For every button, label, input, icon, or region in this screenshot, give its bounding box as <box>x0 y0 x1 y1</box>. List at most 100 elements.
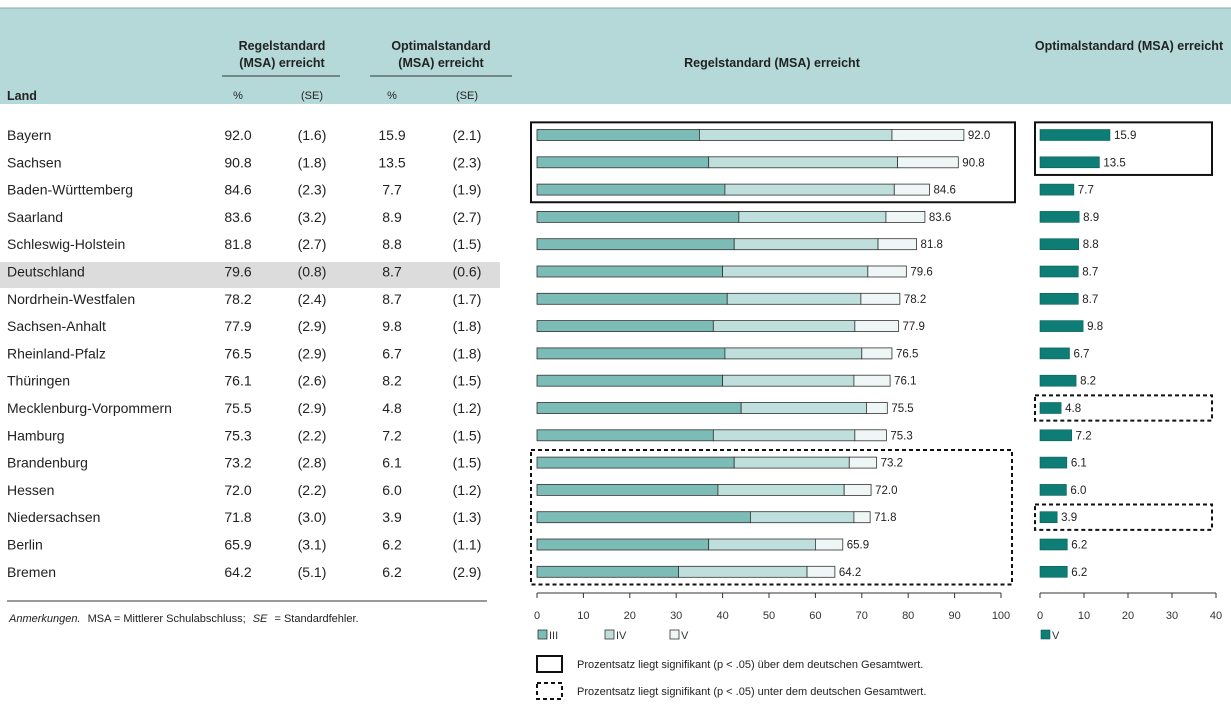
bar-segment-v <box>877 238 917 251</box>
bar-optimal-label: 13.5 <box>1103 157 1125 169</box>
bar-segment-iii <box>536 320 714 333</box>
bar-segment-iii <box>536 374 724 387</box>
bar-optimal-label: 9.8 <box>1087 321 1103 333</box>
bar-segment-iii <box>536 402 742 414</box>
bar-total-label: 83.6 <box>929 212 951 224</box>
cell-regel-se: (2.6) <box>298 373 327 389</box>
cell-land: Nordrhein-Westfalen <box>7 291 135 307</box>
bar-segment-iii <box>536 456 735 469</box>
chart2-title-line1: Optimalstandard (MSA) erreicht <box>1035 39 1224 53</box>
bar-segment-v <box>867 265 907 278</box>
bar-total-label: 71.8 <box>874 512 896 524</box>
bar-segment-v <box>806 565 836 578</box>
bar-optimal-label: 15.9 <box>1114 130 1136 142</box>
chart1-frame-below <box>530 448 1013 586</box>
chart2-x-tick-label: 30 <box>1166 610 1178 622</box>
chart2-x-tick-label: 10 <box>1078 610 1090 622</box>
cell-opt-se: (1.8) <box>453 345 482 361</box>
bar-segment-v <box>885 210 926 223</box>
bar-optimal <box>1039 429 1072 442</box>
bar-segment-v <box>848 456 878 469</box>
bar-total-label: 64.2 <box>839 567 861 579</box>
cell-opt: 8.7 <box>382 291 402 307</box>
bar-segment-iv <box>724 183 895 196</box>
bar-segment-iv <box>724 347 863 360</box>
cell-regel: 90.8 <box>224 154 251 170</box>
bar-optimal <box>1039 484 1067 496</box>
cell-regel-se: (3.2) <box>298 209 327 225</box>
col-optimal-line2: (MSA) erreicht <box>398 56 484 70</box>
col-regel-line2: (MSA) erreicht <box>239 56 325 70</box>
bar-segment-iv <box>712 320 856 333</box>
bar-segment-iii <box>536 565 679 578</box>
cell-opt-se: (2.9) <box>453 564 482 580</box>
bar-segment-iv <box>712 429 856 442</box>
bar-segment-iv <box>733 238 879 251</box>
cell-land: Berlin <box>7 537 43 553</box>
bar-segment-v <box>815 538 844 551</box>
row-highlight <box>0 262 500 288</box>
cell-land: Deutschland <box>7 264 85 280</box>
chart2-frame-below <box>1034 503 1213 531</box>
chart1-frame-above <box>530 121 1016 204</box>
bar-optimal-label: 8.9 <box>1083 212 1099 224</box>
legend-above-text: Prozentsatz liegt signifikant (p < .05) … <box>577 659 923 671</box>
cell-opt-se: (2.7) <box>453 209 482 225</box>
cell-regel: 76.1 <box>224 373 251 389</box>
chart1-x-tick-label: 80 <box>902 610 914 622</box>
bar-segment-iii <box>536 156 710 169</box>
cell-opt: 4.8 <box>382 400 402 416</box>
bar-total-label: 92.0 <box>968 130 990 142</box>
cell-land: Bayern <box>7 127 51 143</box>
cell-opt-se: (2.3) <box>453 154 482 170</box>
col-regel-pct: % <box>233 90 243 102</box>
cell-regel-se: (2.9) <box>298 400 327 416</box>
bar-segment-iv <box>699 129 893 141</box>
cell-regel: 72.0 <box>224 482 251 498</box>
col-optimal-pct: % <box>387 90 397 102</box>
cell-opt: 8.7 <box>382 264 402 280</box>
bar-segment-iii <box>536 511 751 524</box>
bar-segment-iv <box>722 265 869 278</box>
bar-optimal <box>1039 183 1075 196</box>
bar-optimal-label: 8.7 <box>1082 294 1098 306</box>
cell-regel: 65.9 <box>224 537 251 553</box>
bar-segment-iv <box>733 456 850 469</box>
cell-regel-se: (1.8) <box>298 154 327 170</box>
bar-total-label: 81.8 <box>921 239 943 251</box>
cell-opt-se: (1.2) <box>453 400 482 416</box>
cell-regel-se: (2.2) <box>298 482 327 498</box>
cell-opt: 8.9 <box>382 209 402 225</box>
bar-segment-v <box>854 320 899 333</box>
cell-opt: 6.1 <box>382 455 402 471</box>
chart2-frame-above <box>1034 121 1213 176</box>
bar-segment-iv <box>722 374 855 387</box>
cell-opt: 8.2 <box>382 373 402 389</box>
bar-segment-iii <box>536 483 719 496</box>
chart1-x-tick-label: 50 <box>763 610 775 622</box>
cell-regel-se: (5.1) <box>298 564 327 580</box>
bar-total-label: 72.0 <box>875 485 897 497</box>
chart2-x-tick-label: 20 <box>1122 610 1134 622</box>
bar-optimal-label: 7.7 <box>1078 185 1094 197</box>
chart1-x-tick-label: 100 <box>992 610 1010 622</box>
bar-optimal <box>1039 347 1070 360</box>
bar-segment-iii <box>536 129 700 141</box>
cell-opt-se: (1.9) <box>453 182 482 198</box>
bar-segment-iii <box>536 265 724 278</box>
cell-regel: 75.5 <box>224 400 251 416</box>
bar-optimal-label: 8.7 <box>1082 267 1098 279</box>
cell-regel-se: (3.0) <box>298 509 327 525</box>
bar-segment-iii <box>536 292 728 305</box>
col-optimal-line1: Optimalstandard <box>391 39 490 53</box>
cell-opt: 3.9 <box>382 509 402 525</box>
cell-opt-se: (1.7) <box>453 291 482 307</box>
bar-optimal <box>1039 320 1084 332</box>
bar-segment-iv <box>738 210 887 223</box>
bar-optimal-label: 8.2 <box>1080 376 1096 388</box>
bar-segment-iv <box>726 292 862 305</box>
bar-segment-v <box>853 511 871 524</box>
cell-regel-se: (2.8) <box>298 455 327 471</box>
bar-segment-v <box>891 129 965 141</box>
